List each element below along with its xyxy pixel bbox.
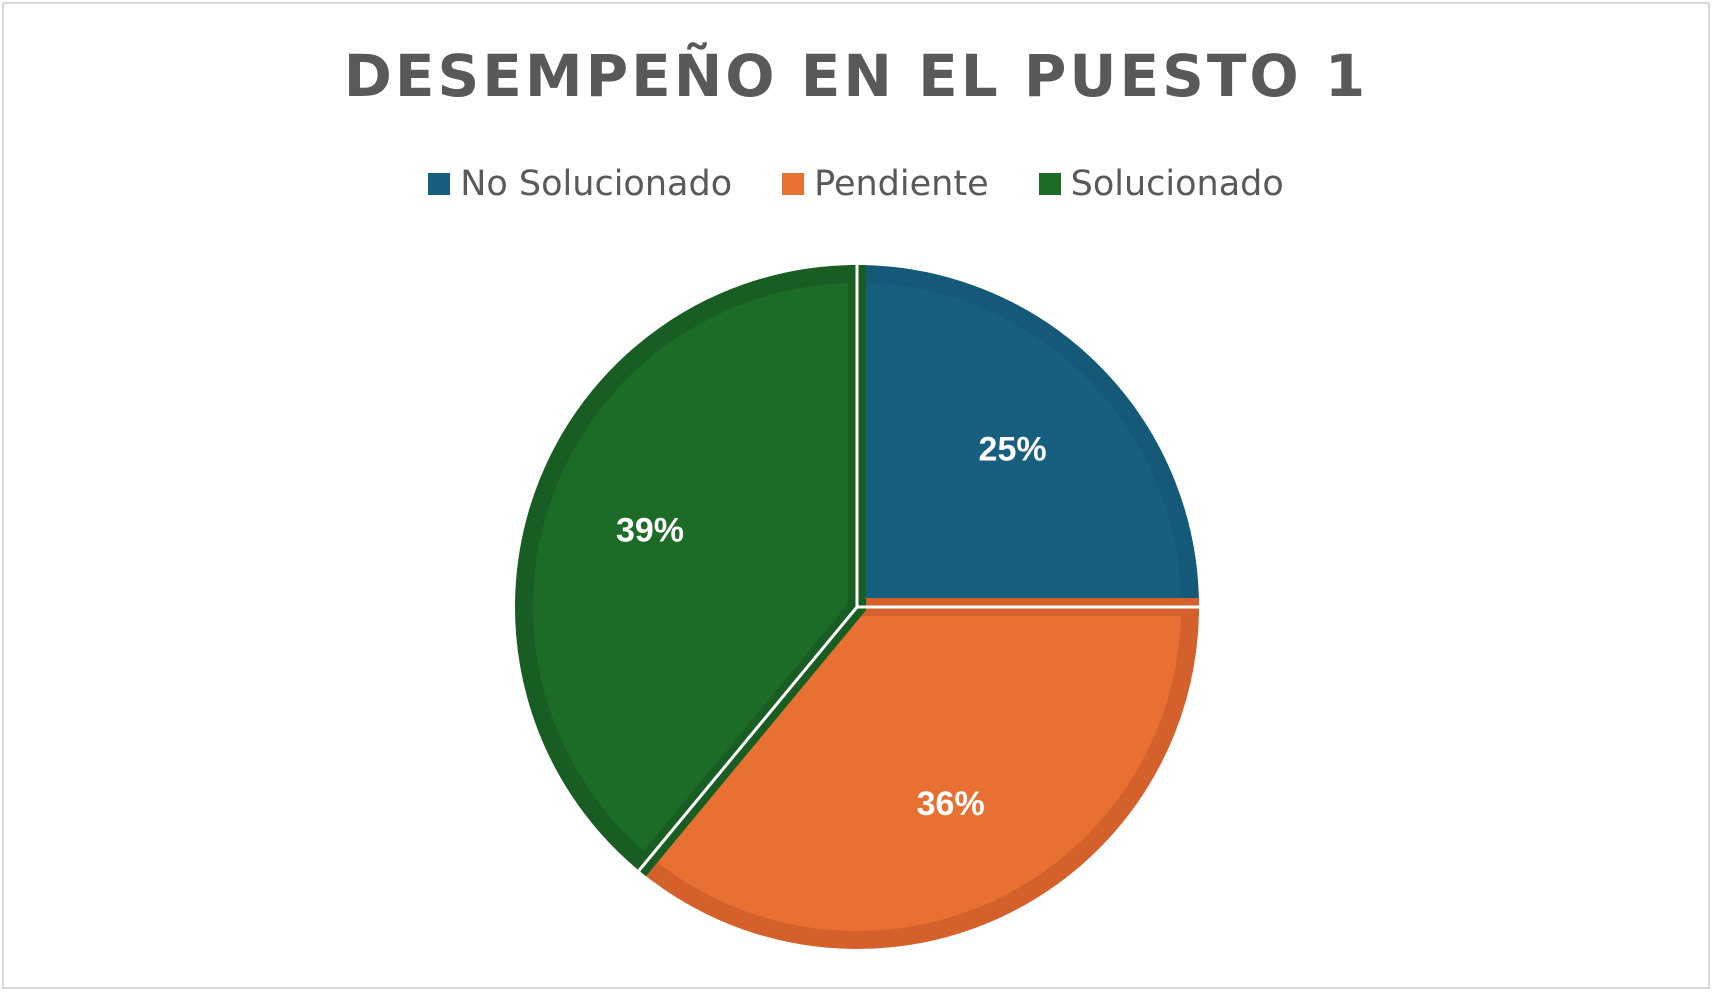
legend-item-solucionado: Solucionado: [1038, 164, 1284, 204]
legend-label-solucionado: Solucionado: [1070, 164, 1284, 204]
chart-title: DESEMPEÑO EN EL PUESTO 1: [343, 42, 1369, 110]
pie-slice-no-solucionado: [848, 264, 1200, 616]
chart-legend: No Solucionado Pendiente Solucionado: [4, 164, 1708, 204]
legend-swatch-solucionado: [1038, 173, 1061, 195]
data-label-solucionado: 39%: [616, 511, 684, 549]
pie-slice-solucionado: [515, 264, 866, 877]
data-label-no-solucionado: 25%: [979, 430, 1047, 468]
data-label-pendiente: 36%: [917, 785, 985, 823]
legend-label-no-solucionado: No Solucionado: [460, 164, 733, 204]
pie-slice-pendiente: [632, 598, 1200, 949]
legend-item-no-solucionado: No Solucionado: [428, 164, 732, 204]
legend-swatch-pendiente: [782, 173, 805, 195]
legend-item-pendiente: Pendiente: [782, 164, 989, 204]
legend-swatch-no-solucionado: [428, 173, 451, 195]
slice-separator: [637, 606, 859, 872]
legend-label-pendiente: Pendiente: [814, 164, 989, 204]
